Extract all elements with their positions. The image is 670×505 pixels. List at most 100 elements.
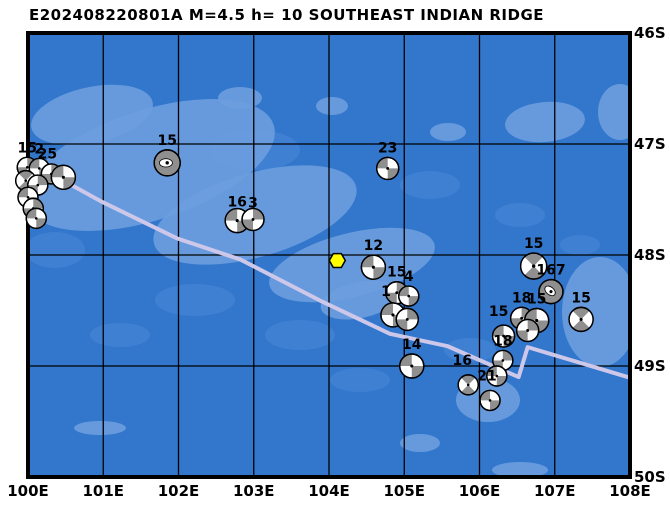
beachball-center-dot bbox=[251, 218, 255, 221]
beachball-quadrant bbox=[63, 177, 76, 190]
beachball bbox=[375, 156, 400, 181]
beachball-center-dot bbox=[407, 294, 411, 298]
beachball-center-dot bbox=[36, 183, 40, 187]
beachball-outline bbox=[479, 389, 501, 412]
beachball-quadrant bbox=[407, 308, 419, 320]
beachball-label: 15 bbox=[387, 265, 406, 281]
beachball-label: 12 bbox=[364, 238, 383, 254]
beachball-label: 15 bbox=[524, 236, 543, 252]
beachball-center-dot bbox=[466, 383, 470, 387]
beachball bbox=[568, 306, 594, 333]
x-axis-label: 102E bbox=[158, 482, 200, 500]
beachball-quadrant bbox=[33, 198, 44, 209]
beachball-quadrant bbox=[536, 320, 549, 333]
beachball-label: 15 bbox=[18, 140, 37, 156]
beachball-label: 1 bbox=[381, 284, 391, 300]
bathymetry-patch bbox=[218, 87, 262, 109]
beachball-outline bbox=[486, 365, 508, 387]
bathymetry-patch bbox=[90, 323, 150, 347]
x-axis-label: 107E bbox=[534, 482, 576, 500]
beachball-quadrant bbox=[480, 390, 491, 401]
beachball-center-dot bbox=[535, 318, 539, 323]
beachball bbox=[519, 252, 548, 280]
beachball-quadrant bbox=[380, 302, 393, 315]
beachball-quadrant bbox=[524, 308, 537, 321]
beachball-quadrant bbox=[468, 377, 479, 392]
beachball-quadrant bbox=[502, 350, 513, 361]
beachball-quadrant bbox=[408, 296, 419, 307]
bathymetry-layer bbox=[28, 84, 630, 477]
beachball-quadrant bbox=[29, 158, 40, 169]
bathymetry-patch bbox=[492, 462, 548, 477]
beachball bbox=[399, 353, 425, 379]
beachball bbox=[360, 254, 387, 280]
beachball bbox=[479, 389, 501, 412]
beachball-label: 15 bbox=[157, 133, 176, 149]
ridge-axis-line bbox=[55, 175, 630, 380]
beachball bbox=[395, 307, 419, 332]
beachball-outline bbox=[491, 324, 516, 348]
map-title: E202408220801A M=4.5 h= 10 SOUTHEAST IND… bbox=[29, 6, 545, 24]
beachball-center-dot bbox=[26, 195, 30, 199]
beachball-center-dot bbox=[549, 290, 553, 294]
beachball-center-dot bbox=[520, 316, 524, 320]
beachball-quadrant bbox=[496, 375, 507, 386]
beachball-quadrant bbox=[252, 208, 264, 220]
beachball-label: 15 bbox=[527, 291, 546, 307]
beachball-outline bbox=[568, 306, 594, 333]
beachball-center-dot bbox=[61, 175, 65, 179]
beachball-outline bbox=[25, 207, 47, 230]
beachball bbox=[50, 164, 77, 191]
beachball-layer bbox=[15, 149, 594, 412]
beachball-label: 16 bbox=[452, 353, 471, 369]
beachball-quadrant bbox=[376, 157, 388, 169]
beachball-outline bbox=[515, 318, 540, 343]
beachball-outline bbox=[395, 307, 419, 332]
beachball bbox=[515, 318, 540, 343]
beachball-label: 18 bbox=[493, 333, 512, 349]
beachball bbox=[398, 285, 420, 307]
beachball-label: 25 bbox=[38, 146, 57, 162]
beachball-quadrant bbox=[51, 165, 64, 178]
y-axis-label: 49S bbox=[634, 357, 666, 375]
beachball-quadrant bbox=[396, 319, 408, 331]
y-axis-label: 48S bbox=[634, 246, 666, 264]
y-axis-label: 46S bbox=[634, 24, 666, 42]
bathymetry-patch bbox=[495, 203, 545, 227]
beachball-center-dot bbox=[165, 161, 169, 165]
bathymetry-patch bbox=[400, 434, 440, 452]
x-axis-label: 105E bbox=[383, 482, 425, 500]
beachball-outline bbox=[360, 254, 387, 280]
beachball-quadrant bbox=[398, 286, 409, 297]
beachball-quadrant bbox=[26, 208, 37, 219]
x-axis-label: 104E bbox=[308, 482, 350, 500]
beachball-quadrant bbox=[527, 319, 539, 331]
x-axis-label: 106E bbox=[459, 482, 501, 500]
bathymetry-patch bbox=[430, 123, 466, 141]
bathymetry-patch bbox=[31, 84, 153, 146]
beachball-quadrant bbox=[520, 256, 534, 276]
beachball-label: 15 bbox=[489, 304, 508, 320]
x-axis-label: 103E bbox=[233, 482, 275, 500]
event-epicenter-marker bbox=[328, 252, 347, 269]
beachball-quadrant bbox=[503, 336, 515, 348]
beachball-center-dot bbox=[531, 264, 536, 268]
bathymetry-patch bbox=[562, 257, 630, 367]
beachball-label: 23 bbox=[378, 140, 397, 156]
beachball-quadrant bbox=[241, 219, 253, 231]
beachball-label: 18 bbox=[512, 290, 531, 306]
beachball-center-dot bbox=[391, 313, 395, 317]
beachball-label: 3 bbox=[248, 195, 258, 211]
beachball-label: 2 bbox=[34, 141, 44, 157]
beachball bbox=[538, 278, 564, 305]
beachball-center-dot bbox=[579, 317, 583, 321]
beachball-center-dot bbox=[405, 317, 409, 321]
beachball-center-dot bbox=[386, 166, 390, 170]
beachball-outline bbox=[457, 374, 479, 396]
beachball bbox=[457, 374, 479, 396]
beachball-quadrant bbox=[581, 310, 594, 328]
x-axis-label: 108E bbox=[609, 482, 651, 500]
